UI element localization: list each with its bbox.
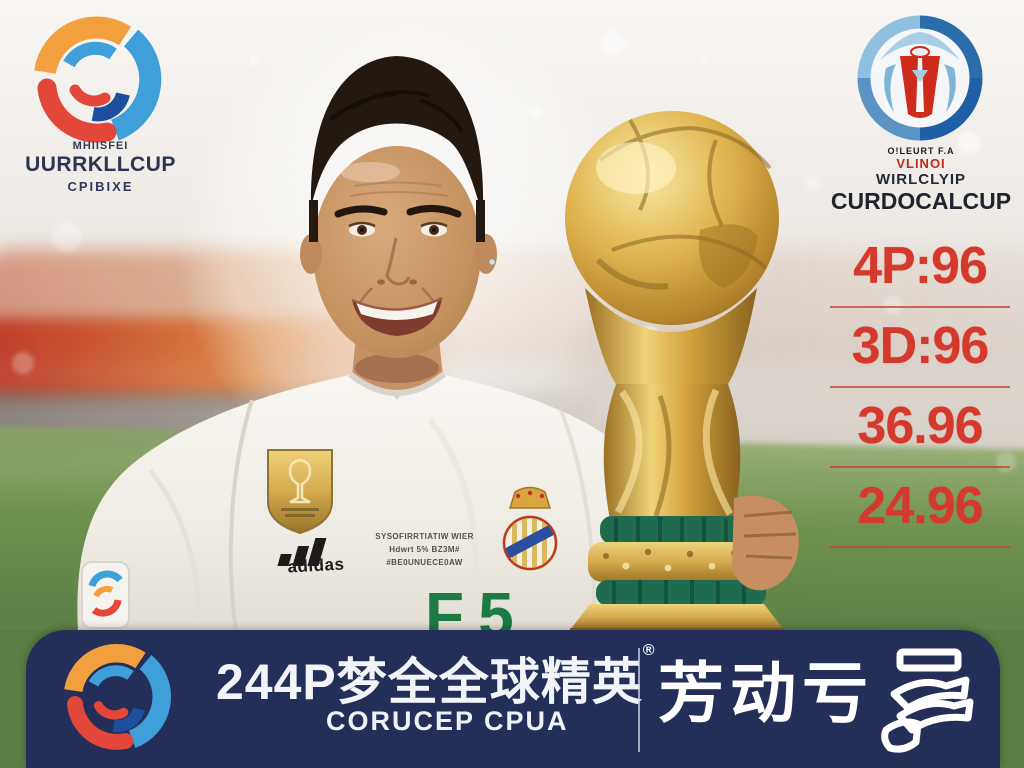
odds-separator (830, 306, 1010, 308)
world-cup-trophy (565, 111, 799, 632)
banner-right-wordmark: 芳动亏 (658, 656, 874, 730)
badge-line1: O!LEURT F.A (887, 146, 955, 156)
bokeh-dot (884, 296, 902, 314)
logo-line2: UURRKLLCUP (25, 153, 176, 176)
world-cup-badge-icon (857, 15, 983, 141)
gold-champion-badge (267, 449, 333, 535)
player-hair (309, 56, 485, 242)
banner-seal-icon (881, 648, 974, 753)
registered-mark: ® (642, 642, 656, 659)
odds-value: 36.96 (857, 397, 983, 455)
logo-line3: CPIBIXE (67, 179, 134, 194)
bokeh-dot (600, 30, 626, 56)
tournament-logo-wordmark: MHIISFEI UURRKLLCUP CPIBIXE (8, 140, 193, 194)
banner-title-text: 244P梦全全球精英 (216, 654, 643, 710)
trophy-base (570, 516, 784, 632)
odds-separator (830, 546, 1010, 548)
odds-value: 24.96 (857, 477, 983, 535)
bokeh-dot (958, 132, 980, 154)
world-cup-badge-wordmark: O!LEURT F.A VLINOI WIRLCLYIP CURDOCALCUP (818, 146, 1024, 215)
badge-line2: VLINOI (896, 156, 946, 171)
adidas-wordmark: adidas (287, 554, 345, 577)
bokeh-dot (700, 55, 710, 65)
logo-line1: MHIISFEI (72, 140, 129, 152)
bokeh-dot (527, 105, 541, 119)
banner-divider (638, 648, 640, 752)
odds-value: 4P:96 (853, 237, 988, 295)
neck-shadow (355, 353, 439, 383)
banner-title: 244P梦全全球精英® (216, 642, 656, 714)
badge-line3: WIRLCLYIP (875, 171, 967, 188)
jersey-print-line2: Hdwrt 5% BZ3M# (389, 545, 460, 554)
player-figure (77, 56, 695, 633)
player-face (300, 56, 497, 358)
jersey-print-line1: SYSOFIRRTIATIW WIER (375, 532, 474, 541)
jersey-collar (348, 371, 446, 396)
banner-subtitle: CORUCEP CPUA (326, 706, 569, 736)
jersey-print-line3: #BE0UNUECE0AW (386, 558, 463, 567)
odds-column: 4P:96 3D:96 36.96 24.96 (820, 240, 1020, 560)
sleeve-patch-icon (81, 561, 130, 629)
jersey-center-print: SYSOFIRRTIATIW WIER Hdwrt 5% BZ3M# #BE0U… (362, 530, 487, 569)
earring (488, 258, 496, 266)
bokeh-dot (12, 352, 34, 374)
club-crest (502, 486, 558, 571)
odds-separator (830, 466, 1010, 468)
banner-swirl-logo (64, 644, 171, 750)
holding-hand (732, 495, 799, 591)
badge-line4: CURDOCALCUP (830, 188, 1012, 214)
trophy-column (585, 288, 757, 520)
bottom-banner: 244P梦全全球精英® CORUCEP CPUA 芳动亏 (26, 630, 1000, 768)
odds-value: 3D:96 (851, 317, 990, 375)
bokeh-dot (248, 55, 258, 65)
adidas-logo-icon (277, 538, 327, 566)
trophy-ball (565, 111, 779, 325)
bokeh-dot (806, 176, 820, 190)
bokeh-dot (52, 222, 82, 252)
tournament-swirl-logo (34, 16, 162, 143)
odds-separator (830, 386, 1010, 388)
